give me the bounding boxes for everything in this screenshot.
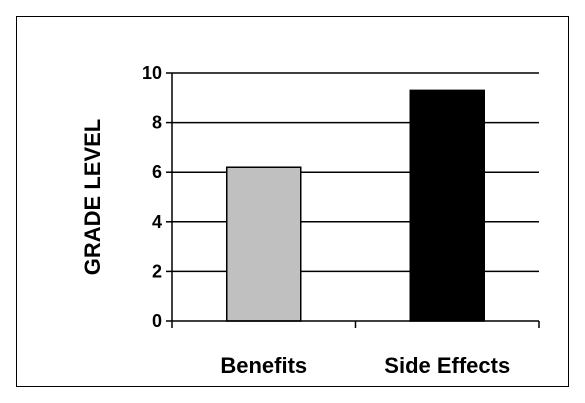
y-tick-label: 10: [142, 63, 162, 83]
y-tick-labels: 0 2 4 6 8 10: [142, 63, 162, 331]
y-tick-label: 8: [152, 113, 162, 133]
y-tick-label: 4: [152, 212, 162, 232]
y-tick-label: 2: [152, 261, 162, 281]
bar-side-effects: [409, 89, 485, 322]
y-tick-label: 6: [152, 162, 162, 182]
x-category-label: Side Effects: [384, 353, 510, 378]
bar-benefits: [226, 166, 302, 322]
y-tick-label: 0: [152, 311, 162, 331]
axes: [166, 72, 540, 328]
y-axis-title: GRADE LEVEL: [80, 119, 105, 275]
x-category-label: Benefits: [220, 353, 307, 378]
bars: [226, 89, 485, 322]
x-category-labels: Benefits Side Effects: [220, 353, 510, 378]
